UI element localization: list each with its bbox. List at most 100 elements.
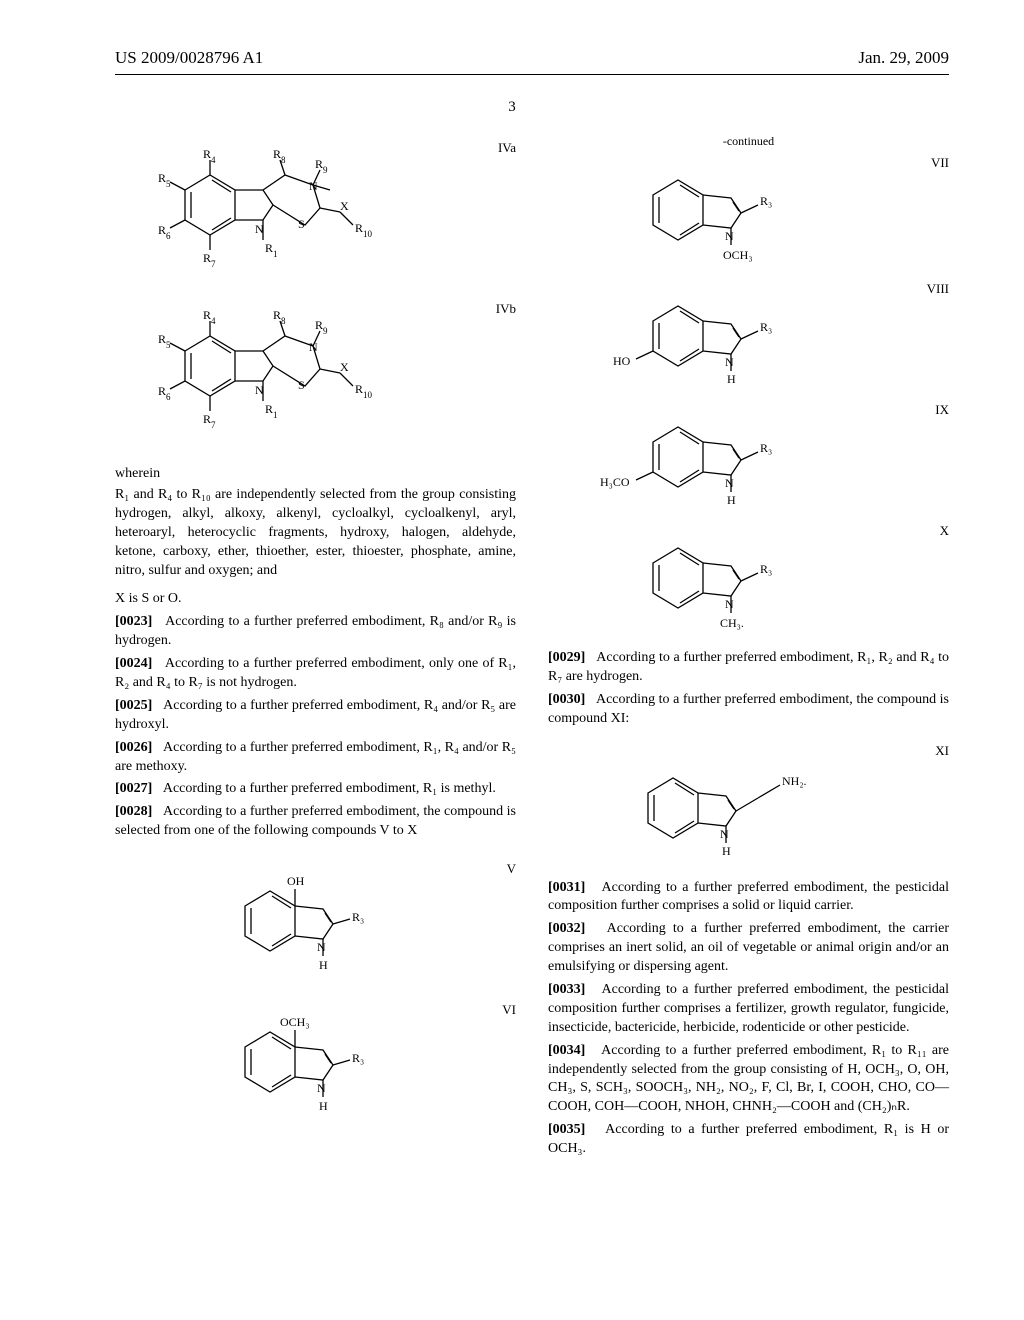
label-n-ix: N xyxy=(725,476,734,490)
label-r3-vi: R₃ xyxy=(352,1051,364,1065)
label-r8: R8 xyxy=(273,147,286,165)
para-num-34: [0034] xyxy=(548,1043,585,1058)
roman-vi: VI xyxy=(502,1002,516,1018)
label-r3-ix: R₃ xyxy=(760,441,772,455)
r-definition: R₁ and R₄ to R₁₀ are independently selec… xyxy=(115,486,516,580)
para-num-23: [0023] xyxy=(115,614,152,629)
roman-x: X xyxy=(940,523,949,539)
structure-ivb: IVb xyxy=(115,301,516,456)
label-n-viii: N xyxy=(725,355,734,369)
chem-structure-x-svg: R₃ N CH₃. xyxy=(548,523,848,643)
svg-text:S: S xyxy=(298,378,305,392)
para-text-29: According to a further preferred embodim… xyxy=(548,650,949,684)
structure-vii: VII R₃ N OCH₃ xyxy=(548,155,949,275)
label-r9: R9 xyxy=(315,157,328,175)
label-n-x: N xyxy=(725,597,734,611)
svg-text:X: X xyxy=(340,360,349,374)
label-r3-x: R₃ xyxy=(760,562,772,576)
patent-date: Jan. 29, 2009 xyxy=(858,48,949,68)
para-text-23: According to a further preferred embodim… xyxy=(115,614,516,648)
para-26: [0026] According to a further preferred … xyxy=(115,739,516,777)
svg-text:R1: R1 xyxy=(265,402,278,420)
para-text-34: According to a further preferred embodim… xyxy=(548,1043,949,1115)
para-num-29: [0029] xyxy=(548,650,585,665)
page-header: US 2009/0028796 A1 Jan. 29, 2009 xyxy=(0,0,1024,68)
svg-text:R5: R5 xyxy=(158,332,171,350)
label-och3-vii: OCH₃ xyxy=(723,248,753,262)
para-33: [0033] According to a further preferred … xyxy=(548,981,949,1038)
roman-xi: XI xyxy=(935,743,949,759)
chem-structure-ix-svg: R₃ N H H₃CO xyxy=(548,402,848,517)
label-r5: R5 xyxy=(158,171,171,189)
label-n-v: N xyxy=(317,940,326,954)
para-27: [0027] According to a further preferred … xyxy=(115,780,516,799)
para-text-26: According to a further preferred embodim… xyxy=(115,740,516,774)
para-num-33: [0033] xyxy=(548,982,585,997)
para-text-25: According to a further preferred embodim… xyxy=(115,698,516,732)
para-24: [0024] According to a further preferred … xyxy=(115,655,516,693)
para-num-32: [0032] xyxy=(548,921,585,936)
roman-viii: VIII xyxy=(927,281,949,297)
para-34: [0034] According to a further preferred … xyxy=(548,1042,949,1118)
label-h-ix: H xyxy=(727,493,736,507)
label-r3-viii: R₃ xyxy=(760,320,772,334)
label-s: S xyxy=(298,217,305,231)
para-30: [0030] According to a further preferred … xyxy=(548,691,949,729)
label-x: X xyxy=(340,199,349,213)
chem-structure-iva-svg: R5 R6 R4 R7 N R1 R8 R9 N S X R10 xyxy=(115,140,415,295)
chem-structure-vii-svg: R₃ N OCH₃ xyxy=(548,155,848,275)
para-23: [0023] According to a further preferred … xyxy=(115,613,516,651)
label-r1: R1 xyxy=(265,241,278,259)
roman-iva: IVa xyxy=(498,140,516,156)
para-num-27: [0027] xyxy=(115,781,152,796)
label-ho: HO xyxy=(613,354,631,368)
roman-ivb: IVb xyxy=(496,301,516,317)
para-29: [0029] According to a further preferred … xyxy=(548,649,949,687)
label-h-xi: H xyxy=(722,844,731,858)
para-28: [0028] According to a further preferred … xyxy=(115,803,516,841)
para-32: [0032] According to a further preferred … xyxy=(548,920,949,977)
two-column-layout: IVa xyxy=(0,116,1024,1163)
x-definition: X is S or O. xyxy=(115,590,516,609)
label-h-vi: H xyxy=(319,1099,328,1113)
svg-text:R7: R7 xyxy=(203,412,216,430)
para-text-31: According to a further preferred embodim… xyxy=(548,880,949,914)
roman-ix: IX xyxy=(935,402,949,418)
label-n-vi: N xyxy=(317,1081,326,1095)
label-nh2: NH₂. xyxy=(782,774,807,788)
structure-v: V OH R₃ N H xyxy=(115,861,516,996)
structure-iva: IVa xyxy=(115,140,516,295)
roman-vii: VII xyxy=(931,155,949,171)
roman-v: V xyxy=(507,861,516,877)
svg-text:R6: R6 xyxy=(158,384,171,402)
para-num-26: [0026] xyxy=(115,740,152,755)
label-r6: R6 xyxy=(158,223,171,241)
para-num-24: [0024] xyxy=(115,656,152,671)
label-r3-vii: R₃ xyxy=(760,194,772,208)
para-num-31: [0031] xyxy=(548,880,585,895)
chem-structure-vi-svg: OCH₃ R₃ N H xyxy=(115,1002,415,1137)
chem-structure-v-svg: OH R₃ N H xyxy=(115,861,415,996)
wherein-label: wherein xyxy=(115,466,516,482)
structure-x: X R₃ N CH₃. xyxy=(548,523,949,643)
para-num-28: [0028] xyxy=(115,804,152,819)
label-oh: OH xyxy=(287,874,305,888)
svg-text:R9: R9 xyxy=(315,318,328,336)
structure-vi: VI OCH₃ R₃ N H xyxy=(115,1002,516,1137)
continued-label: -continued xyxy=(548,134,949,149)
para-25: [0025] According to a further preferred … xyxy=(115,697,516,735)
para-text-27: According to a further preferred embodim… xyxy=(163,781,496,796)
svg-text:N: N xyxy=(309,340,318,354)
page-number: 3 xyxy=(0,99,1024,116)
label-r3-v: R₃ xyxy=(352,910,364,924)
chem-structure-ivb-svg: R5 R6 R4 R7 N R1 R8 R9 N S X R10 xyxy=(115,301,415,456)
svg-text:R10: R10 xyxy=(355,382,373,400)
para-num-25: [0025] xyxy=(115,698,152,713)
label-n1: N xyxy=(255,222,264,236)
patent-number: US 2009/0028796 A1 xyxy=(115,48,263,68)
label-ch3: CH₃. xyxy=(720,616,744,630)
para-text-35: According to a further preferred embodim… xyxy=(548,1122,949,1156)
chem-structure-viii-svg: R₃ N H HO xyxy=(548,281,848,396)
left-column: IVa xyxy=(115,134,516,1163)
structure-xi: XI NH₂. N H xyxy=(548,743,949,873)
